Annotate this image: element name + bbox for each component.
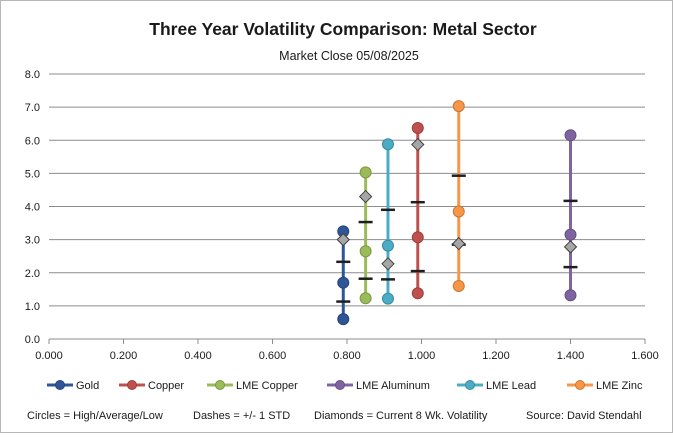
y-tick-label: 2.0: [25, 268, 40, 280]
footnote: Source: David Stendahl: [526, 410, 642, 422]
legend-label: Copper: [148, 380, 184, 392]
legend-item: LME Lead: [457, 380, 536, 392]
y-tick-label: 7.0: [25, 102, 40, 114]
low-circle: [452, 280, 465, 292]
footnote: Diamonds = Current 8 Wk. Volatility: [314, 410, 488, 422]
low-circle: [359, 292, 372, 305]
low-circle: [564, 289, 577, 302]
series-group: [410, 121, 425, 300]
legend-label: LME Aluminum: [356, 380, 430, 392]
average-circle: [337, 276, 350, 289]
y-tick-label: 8.0: [25, 69, 40, 81]
average-circle: [564, 228, 577, 241]
x-tick-label: 1.000: [408, 350, 436, 362]
legend: Gold Copper LME Copper LME Aluminum LME Lead…: [47, 380, 643, 392]
legend-item: LME Copper: [207, 380, 298, 392]
footnote: Circles = High/Average/Low: [27, 410, 163, 422]
low-circle: [381, 292, 394, 305]
series-marks: [336, 100, 578, 326]
average-circle: [452, 205, 465, 218]
current-diamond: [563, 240, 578, 254]
x-tick-label: 0.400: [184, 350, 212, 362]
series-group: [380, 138, 395, 305]
current-diamond: [358, 189, 373, 204]
legend-label: Gold: [76, 380, 99, 392]
x-tick-label: 1.200: [482, 350, 510, 362]
y-tick-label: 4.0: [25, 202, 40, 214]
chart-title: Three Year Volatility Comparison: Metal …: [149, 19, 537, 39]
x-tick-label: 0.800: [333, 350, 361, 362]
legend-marker: [335, 380, 345, 390]
average-circle: [359, 245, 372, 258]
x-tick-label: 0.600: [259, 350, 287, 362]
legend-marker: [55, 380, 65, 390]
series-group: [451, 100, 466, 292]
legend-label: LME Copper: [236, 380, 298, 392]
high-circle: [381, 138, 394, 151]
legend-item: LME Aluminum: [327, 380, 430, 392]
average-circle: [381, 239, 394, 252]
high-circle: [411, 121, 424, 134]
y-tick-label: 3.0: [25, 235, 40, 247]
x-tick-label: 1.400: [557, 350, 585, 362]
high-circle: [359, 166, 372, 179]
footnotes: Circles = High/Average/Low Dashes = +/- 1…: [27, 410, 642, 422]
legend-marker: [465, 380, 475, 390]
legend-item: Gold: [47, 380, 99, 392]
chart-subtitle: Market Close 05/08/2025: [279, 49, 419, 63]
legend-marker: [215, 380, 225, 390]
series-group: [336, 225, 351, 326]
x-tick-label: 0.200: [110, 350, 138, 362]
x-tick-label: 1.600: [631, 350, 659, 362]
average-circle: [411, 231, 424, 244]
y-tick-label: 6.0: [25, 135, 40, 147]
legend-label: LME Zinc: [596, 380, 643, 392]
high-circle: [564, 129, 577, 142]
current-diamond: [336, 232, 350, 247]
current-diamond: [381, 257, 395, 271]
current-diamond: [411, 137, 425, 152]
y-tick-label: 1.0: [25, 301, 40, 313]
legend-marker: [575, 380, 585, 390]
current-diamond: [452, 236, 466, 251]
high-circle: [452, 100, 465, 113]
y-tick-label: 0.0: [25, 334, 40, 346]
legend-label: LME Lead: [486, 380, 536, 392]
gridlines: [49, 73, 645, 340]
y-tick-label: 5.0: [25, 168, 40, 180]
series-group: [563, 129, 578, 302]
footnote: Dashes = +/- 1 STD: [193, 410, 290, 422]
series-group: [358, 166, 373, 305]
low-circle: [337, 313, 350, 326]
legend-marker: [127, 380, 137, 390]
low-circle: [411, 287, 424, 300]
x-tick-label: 0.000: [35, 350, 63, 362]
axes: 0.0 1.0 2.0 3.0 4.0 5.0 6.0 7.0 8.0 0.000 0.200 0.4…: [25, 69, 659, 362]
legend-item: LME Zinc: [567, 380, 643, 392]
legend-item: Copper: [119, 380, 184, 392]
